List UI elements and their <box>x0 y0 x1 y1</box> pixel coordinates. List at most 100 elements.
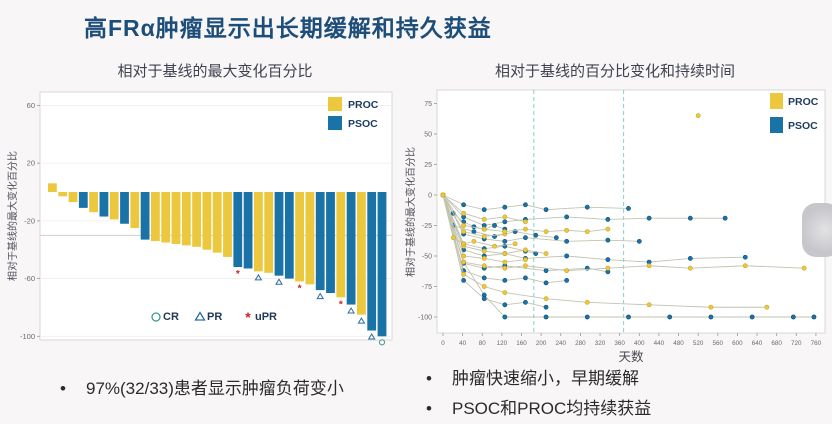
trajectory-point <box>553 235 559 241</box>
trajectory-point <box>461 210 467 216</box>
y-tick-label: 50 <box>424 131 432 138</box>
waterfall-bar <box>48 183 57 192</box>
waterfall-bar <box>233 192 243 268</box>
trajectory-point <box>523 226 528 232</box>
trajectory-point <box>502 265 508 271</box>
trajectory-point <box>523 299 528 305</box>
trajectory-line <box>442 194 629 211</box>
bullet-item: • PSOC和PROC均持续获益 <box>426 394 816 424</box>
left-bullet-list: • 97%(32/33)患者显示肿瘤负荷变小 <box>60 374 420 404</box>
pr-marker-icon <box>275 278 283 285</box>
trajectory-point <box>523 219 528 225</box>
x-tick-label: 360 <box>614 340 625 347</box>
waterfall-bar <box>367 192 377 331</box>
x-tick-label: 520 <box>693 340 704 347</box>
trajectory-point <box>502 214 508 220</box>
trajectory-point <box>564 253 570 259</box>
legend-label: PROC <box>348 99 379 111</box>
waterfall-bar <box>140 192 150 240</box>
trajectory-point <box>584 314 590 320</box>
trajectory-point <box>481 275 487 281</box>
bullet-marker: • <box>426 399 432 418</box>
trajectory-point <box>687 215 693 221</box>
trajectory-point <box>481 248 487 254</box>
spider-chart: 75 50 25 0 -25 -50 -75 -100 0 40 80 120 160 200 240 280… <box>404 89 826 364</box>
trajectory-point <box>523 263 528 269</box>
waterfall-bar <box>336 192 346 298</box>
y-tick-label: -75 <box>422 284 432 291</box>
waterfall-bar <box>68 192 78 203</box>
trajectory-point <box>667 314 673 320</box>
trajectory-line <box>442 194 547 255</box>
response-legend-label: CR <box>163 311 179 323</box>
x-tick-label: 240 <box>556 340 567 347</box>
trajectory-point <box>481 296 487 302</box>
trajectory-point <box>605 216 611 222</box>
upr-marker-icon: * <box>236 269 240 280</box>
trajectory-point <box>502 219 508 225</box>
bullet-item: • 肿瘤快速缩小，早期缓解 <box>426 364 816 394</box>
upr-legend-icon: * <box>245 309 251 325</box>
trajectory-point <box>450 235 456 241</box>
y-tick-label: -50 <box>422 253 432 260</box>
waterfall-bar <box>192 192 201 247</box>
waterfall-bar <box>254 192 263 272</box>
x-tick-label: 0 <box>441 340 445 347</box>
legend-swatch <box>328 97 342 111</box>
trajectory-point <box>502 251 508 256</box>
waterfall-bar <box>274 192 284 276</box>
trajectory-point <box>543 268 549 274</box>
trajectory-point <box>502 314 508 320</box>
pr-marker-icon <box>367 333 376 340</box>
trajectory-point <box>481 284 487 289</box>
x-tick-label: 680 <box>771 340 782 347</box>
waterfall-bar <box>284 192 294 279</box>
video-overlay-button[interactable] <box>802 203 832 257</box>
trajectory-point <box>646 215 652 221</box>
y-tick-label: -100 <box>20 332 35 341</box>
response-legend-label: PR <box>207 311 222 323</box>
x-tick-label: 40 <box>459 340 467 347</box>
waterfall-bar <box>130 192 140 229</box>
bullet-item: • 97%(32/33)患者显示肿瘤负荷变小 <box>60 374 420 404</box>
waterfall-bar <box>326 192 335 294</box>
trajectory-line <box>442 194 505 237</box>
legend-swatch <box>328 116 342 130</box>
trajectory-point <box>543 280 549 286</box>
trajectory-point <box>801 265 807 271</box>
y-axis-title: 相对于基线的最大变化百分比 <box>404 147 417 277</box>
bullet-marker: • <box>60 379 66 398</box>
waterfall-chart-title: 相对于基线的最大变化百分比 <box>117 63 313 80</box>
waterfall-bar <box>99 192 109 217</box>
waterfall-bar <box>161 192 171 243</box>
waterfall-bar <box>212 192 222 253</box>
waterfall-bar <box>78 192 88 208</box>
trajectory-point <box>687 265 693 271</box>
trajectory-point <box>461 277 467 283</box>
page-title: 高FRα肿瘤显示出长期缓解和持久获益 <box>84 15 492 41</box>
trajectory-point <box>533 232 539 238</box>
bullet-text: 97%(32/33)患者显示肿瘤负荷变小 <box>86 379 344 398</box>
y-tick-label: 25 <box>424 162 432 169</box>
waterfall-bar <box>377 192 387 337</box>
trajectory-point <box>481 216 487 222</box>
y-tick-label: 20 <box>27 159 35 168</box>
trajectory-point <box>605 237 611 243</box>
trajectory-point <box>502 238 508 244</box>
trajectory-point <box>543 229 549 234</box>
legend-swatch <box>770 117 783 133</box>
trajectory-point <box>481 256 487 261</box>
waterfall-bar <box>120 192 129 224</box>
trajectory-point <box>564 277 570 283</box>
x-tick-label: 440 <box>654 340 665 347</box>
trajectory-point <box>523 202 528 208</box>
trajectory-point <box>523 275 528 281</box>
trajectory-point <box>543 314 549 320</box>
trajectory-point <box>492 223 497 228</box>
trajectory-point <box>790 314 796 320</box>
trajectory-point <box>502 229 508 234</box>
x-tick-label: 480 <box>673 340 684 347</box>
trajectory-point <box>543 296 549 302</box>
trajectory-point <box>512 241 518 247</box>
